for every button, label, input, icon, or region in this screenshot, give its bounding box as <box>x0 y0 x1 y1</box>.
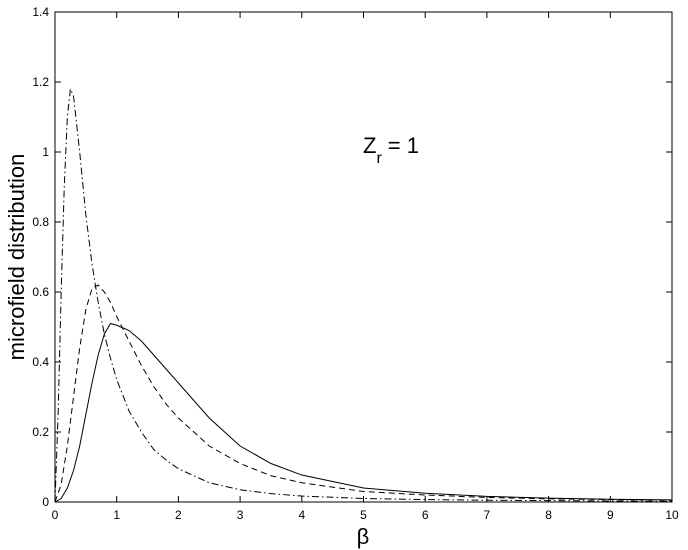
annotation-rest: = 1 <box>388 133 419 158</box>
y-tick-label: 0.4 <box>32 355 49 369</box>
x-tick-label: 9 <box>607 508 614 522</box>
y-tick-label: 0 <box>42 495 49 509</box>
y-tick-label: 1.4 <box>32 5 49 19</box>
plot-frame <box>54 11 673 503</box>
x-tick-label: 3 <box>237 508 244 522</box>
y-tick-label: 0.2 <box>32 425 49 439</box>
y-axis-label: microfield distribution <box>4 154 29 361</box>
x-tick-label: 6 <box>422 508 429 522</box>
y-tick-label: 0.8 <box>32 215 49 229</box>
x-tick-label: 5 <box>360 508 367 522</box>
curve <box>54 87 673 503</box>
annotation-base: Z <box>363 133 376 158</box>
curve <box>54 284 673 503</box>
x-tick-label: 8 <box>545 508 552 522</box>
curve <box>54 322 673 503</box>
x-tick-label: 4 <box>298 508 305 522</box>
x-tick-label: 2 <box>175 508 182 522</box>
x-axis-label: β <box>357 524 370 549</box>
y-tick-label: 0.6 <box>32 285 49 299</box>
annotation-subscript: r <box>376 150 382 167</box>
x-tick-label: 10 <box>665 508 679 522</box>
x-tick-label: 1 <box>113 508 120 522</box>
x-tick-label: 7 <box>484 508 491 522</box>
x-tick-label: 0 <box>52 508 59 522</box>
y-tick-label: 1 <box>42 145 49 159</box>
y-tick-label: 1.2 <box>32 75 49 89</box>
annotation: Zr = 1 <box>363 133 419 167</box>
